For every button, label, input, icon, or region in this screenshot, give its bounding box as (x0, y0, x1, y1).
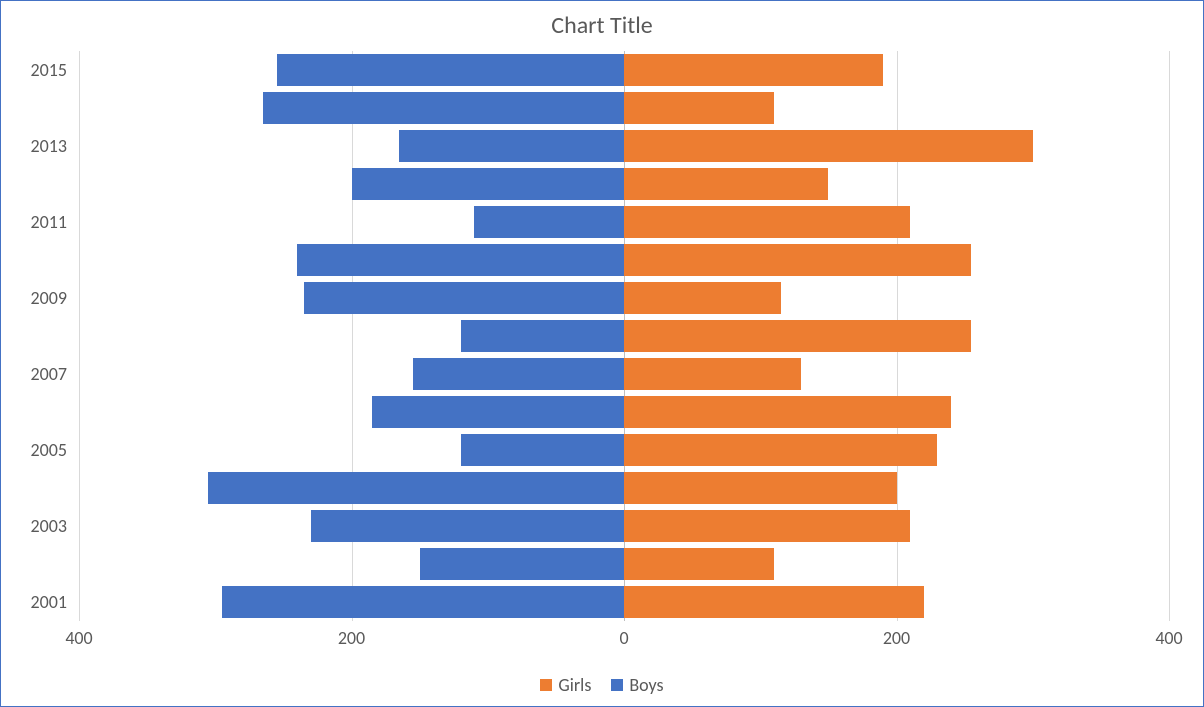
bar-girls (624, 168, 828, 199)
legend-label: Girls (558, 674, 591, 696)
legend-item-girls: Girls (540, 674, 591, 696)
bar-row (79, 130, 1169, 161)
bar-row (79, 586, 1169, 617)
y-axis-label: 2005 (31, 439, 68, 461)
x-axis-label: 200 (883, 627, 910, 649)
bar-boys (304, 282, 624, 313)
bar-row (79, 92, 1169, 123)
vertical-gridline (1169, 51, 1170, 621)
bar-girls (624, 510, 910, 541)
legend-swatch-icon (611, 679, 623, 691)
bar-row (79, 282, 1169, 313)
bar-girls (624, 130, 1033, 161)
bar-boys (461, 320, 625, 351)
y-axis-label: 2011 (31, 211, 68, 233)
bar-boys (208, 472, 624, 503)
x-axis-label: 400 (65, 627, 92, 649)
bar-boys (277, 54, 624, 85)
bar-girls (624, 92, 774, 123)
y-axis-label: 2003 (31, 515, 68, 537)
x-axis-label: 200 (338, 627, 365, 649)
bar-boys (222, 586, 624, 617)
bar-row (79, 396, 1169, 427)
bar-girls (624, 358, 801, 389)
bar-boys (311, 510, 624, 541)
legend-swatch-icon (540, 679, 552, 691)
bar-boys (372, 396, 624, 427)
bar-girls (624, 54, 883, 85)
chart-frame: Chart Title 2001 2003 2005 2007 2009 2011 2013… (0, 0, 1204, 707)
chart-title: Chart Title (1, 1, 1203, 51)
bar-row (79, 472, 1169, 503)
bar-row (79, 206, 1169, 237)
bar-girls (624, 282, 781, 313)
legend-item-boys: Boys (611, 674, 663, 696)
bar-row (79, 320, 1169, 351)
bar-boys (413, 358, 624, 389)
bar-boys (263, 92, 624, 123)
bar-row (79, 54, 1169, 85)
bar-row (79, 168, 1169, 199)
bar-girls (624, 586, 924, 617)
legend-label: Boys (629, 674, 663, 696)
bar-girls (624, 206, 910, 237)
x-axis-label: 400 (1155, 627, 1182, 649)
y-axis: 2001 2003 2005 2007 2009 2011 2013 2015 (1, 51, 75, 621)
bar-boys (461, 434, 625, 465)
bar-row (79, 358, 1169, 389)
bar-boys (352, 168, 625, 199)
bar-boys (297, 244, 624, 275)
bar-row (79, 244, 1169, 275)
bar-row (79, 510, 1169, 541)
bar-girls (624, 434, 937, 465)
y-axis-label: 2015 (31, 59, 68, 81)
x-axis: 4002000200400 (79, 621, 1169, 651)
bar-girls (624, 396, 951, 427)
y-axis-label: 2007 (31, 363, 68, 385)
bar-girls (624, 548, 774, 579)
bar-girls (624, 320, 971, 351)
bar-row (79, 434, 1169, 465)
bar-boys (420, 548, 624, 579)
y-axis-label: 2001 (31, 591, 68, 613)
bar-boys (399, 130, 624, 161)
bar-girls (624, 244, 971, 275)
bar-row (79, 548, 1169, 579)
y-axis-label: 2013 (31, 135, 68, 157)
legend: Girls Boys (1, 674, 1203, 696)
y-axis-label: 2009 (31, 287, 68, 309)
bar-girls (624, 472, 897, 503)
bar-boys (474, 206, 624, 237)
x-axis-label: 0 (619, 627, 628, 649)
plot-area (79, 51, 1169, 621)
